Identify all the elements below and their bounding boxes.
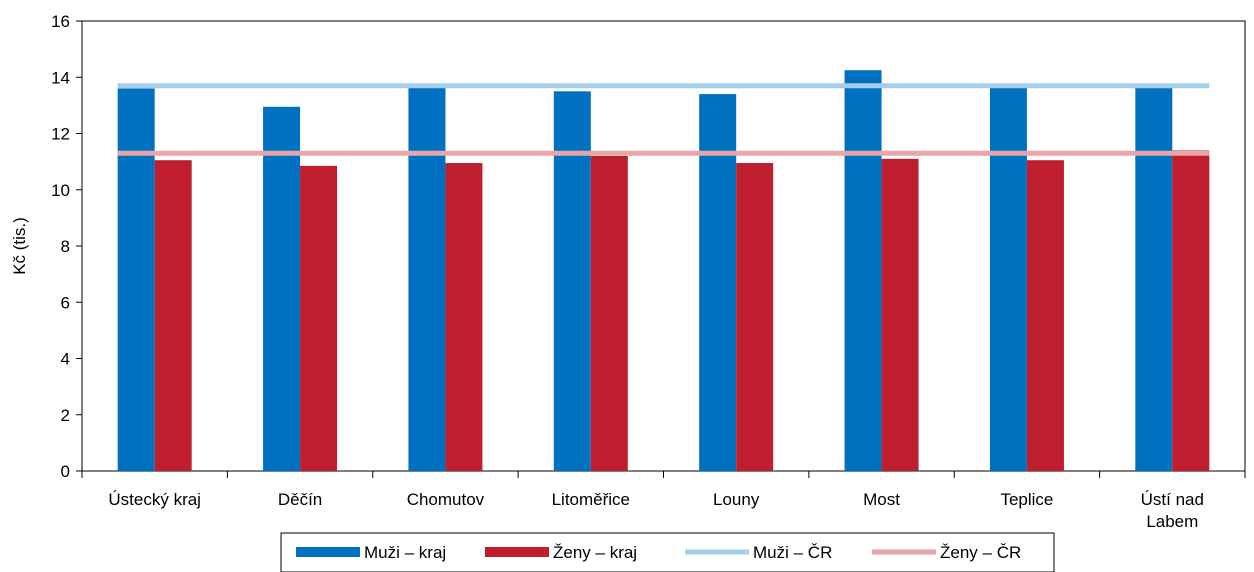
legend-swatch bbox=[296, 547, 360, 557]
legend-label: Muži – ČR bbox=[753, 543, 832, 562]
legend-label: Ženy – ČR bbox=[940, 543, 1021, 562]
x-tick-label: Děčín bbox=[278, 490, 322, 509]
legend: Muži – kraj Ženy – kraj Muži – ČR Ženy – ČR bbox=[280, 532, 1055, 572]
y-tick-label: 10 bbox=[51, 181, 70, 200]
plot-area-frame bbox=[81, 20, 1246, 472]
legend-swatch bbox=[485, 547, 549, 557]
bar bbox=[445, 163, 483, 471]
bar bbox=[154, 160, 192, 471]
x-tick-label: Ústí nad bbox=[1141, 490, 1204, 509]
y-tick-label: 6 bbox=[61, 293, 70, 312]
bar bbox=[263, 106, 301, 471]
bar bbox=[881, 158, 919, 471]
x-tick-label: Teplice bbox=[1000, 490, 1053, 509]
bar bbox=[553, 91, 591, 471]
bar bbox=[300, 165, 338, 471]
x-tick-label: Labem bbox=[1146, 512, 1198, 531]
bar bbox=[1135, 87, 1173, 471]
x-tick-label: Ústecký kraj bbox=[108, 490, 201, 509]
bar bbox=[989, 87, 1027, 471]
y-tick-label: 2 bbox=[61, 406, 70, 425]
bar bbox=[1026, 160, 1064, 471]
legend-label: Ženy – kraj bbox=[553, 543, 637, 562]
y-tick-label: 14 bbox=[51, 68, 70, 87]
y-tick-label: 12 bbox=[51, 125, 70, 144]
bar bbox=[844, 70, 882, 471]
x-tick-label: Most bbox=[863, 490, 900, 509]
bar bbox=[408, 87, 446, 471]
y-tick-label: 0 bbox=[61, 462, 70, 481]
bar bbox=[736, 163, 774, 471]
x-tick-label: Litoměřice bbox=[552, 490, 630, 509]
x-tick-label: Chomutov bbox=[407, 490, 485, 509]
x-tick-label: Louny bbox=[713, 490, 760, 509]
y-tick-label: 16 bbox=[51, 12, 70, 31]
legend-label: Muži – kraj bbox=[364, 543, 446, 562]
bar bbox=[590, 156, 628, 471]
y-tick-label: 8 bbox=[61, 237, 70, 256]
y-tick-label: 4 bbox=[61, 350, 70, 369]
bar bbox=[117, 88, 155, 471]
bar bbox=[1172, 150, 1210, 471]
y-axis-label: Kč (tis.) bbox=[10, 217, 29, 275]
bar bbox=[699, 94, 737, 471]
